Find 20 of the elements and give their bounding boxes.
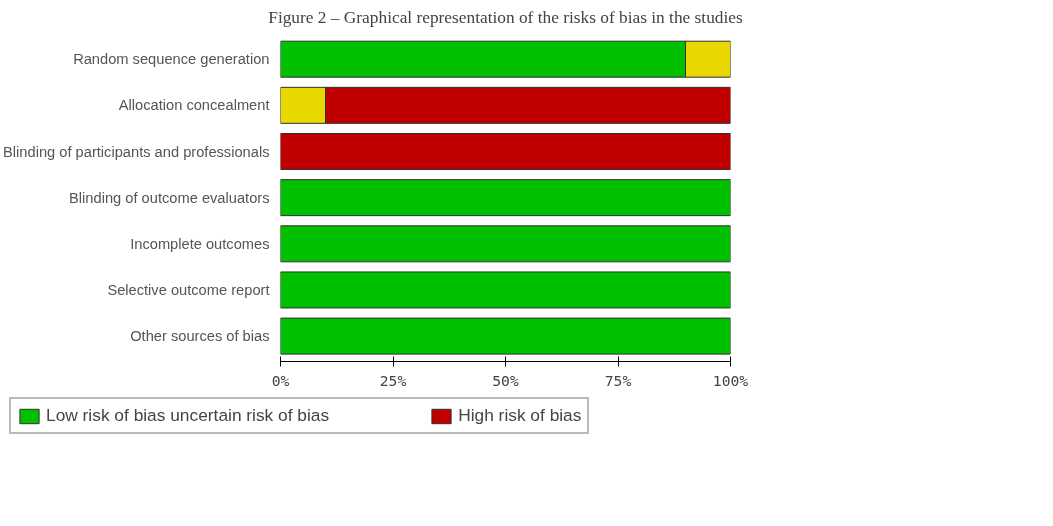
bar [280, 225, 731, 263]
chart-title: Figure 2 – Graphical representation of the risks of bias in the studies [268, 7, 743, 27]
y-tick-label: Blinding of outcome evaluators [69, 189, 270, 206]
x-tick-label: 25% [379, 371, 407, 389]
legend-label: High risk of bias [458, 405, 582, 426]
bar [280, 179, 731, 217]
y-tick-label: Blinding of participants and professionals [3, 143, 270, 160]
bar [280, 271, 731, 309]
legend-label: Low risk of bias uncertain risk of bias [46, 405, 330, 426]
y-tick-label: Other sources of bias [130, 328, 270, 345]
x-tick-label: 0% [271, 371, 290, 389]
x-tick-label: 100% [712, 371, 749, 389]
y-tick-label: Allocation concealment [118, 97, 270, 114]
bar [280, 133, 731, 170]
bar [280, 317, 731, 355]
x-tick-label: 75% [604, 371, 632, 389]
y-tick-label: Incomplete outcomes [130, 235, 270, 252]
x-tick-label: 50% [492, 371, 519, 389]
y-tick-label: Selective outcome report [107, 281, 270, 298]
y-tick-label: Random sequence generation [73, 51, 270, 68]
